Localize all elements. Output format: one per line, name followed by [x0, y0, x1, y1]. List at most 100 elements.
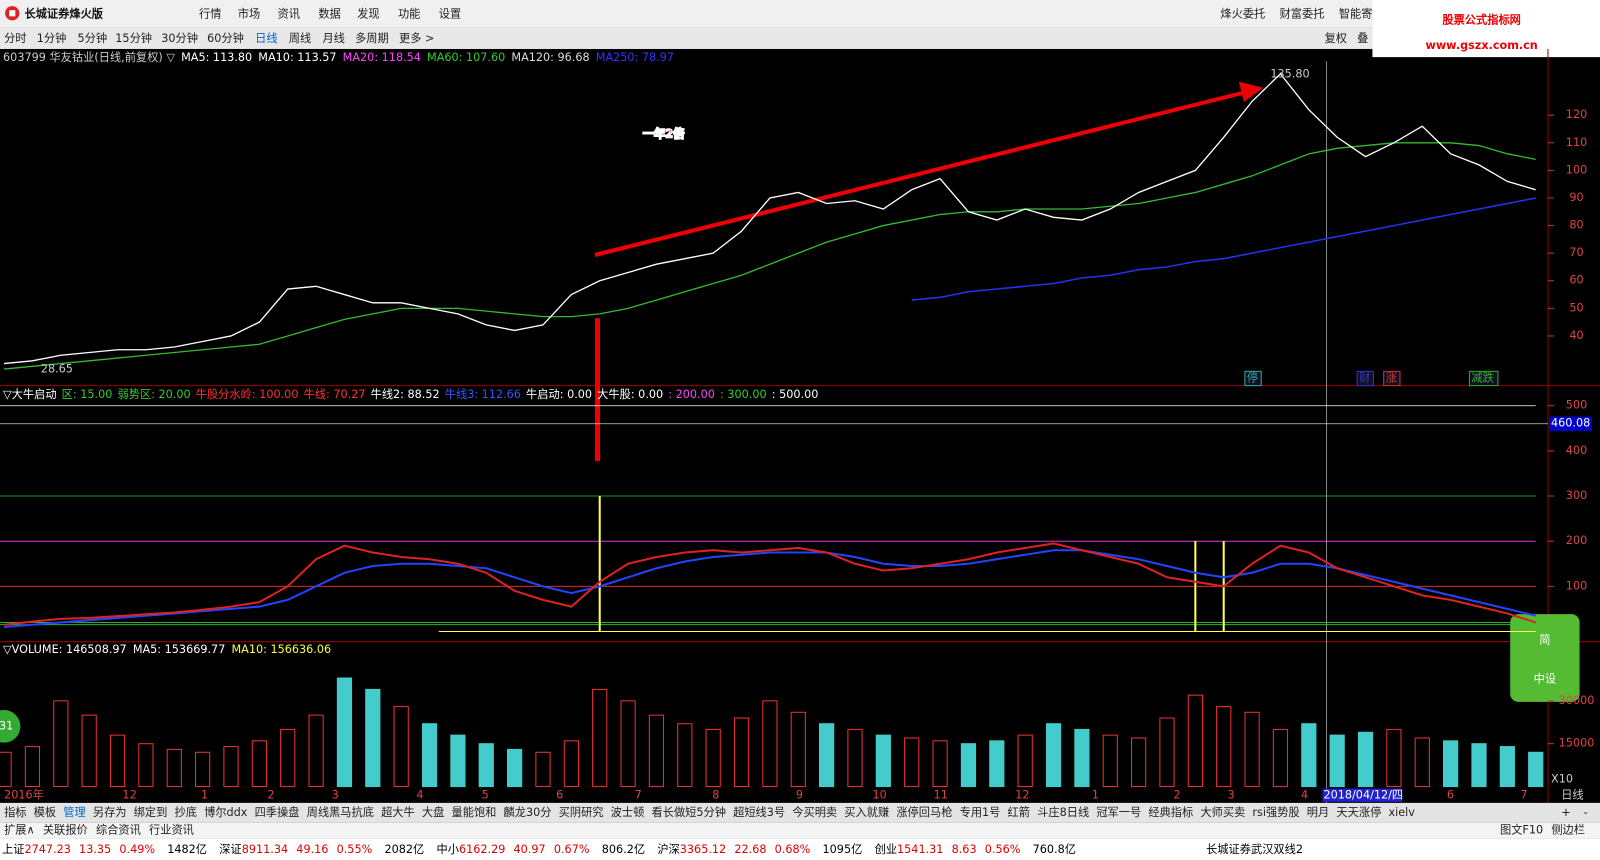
quote-pct: 0.67%: [554, 843, 590, 856]
volume-bar: [138, 743, 154, 788]
period-tab[interactable]: 月线: [322, 31, 344, 45]
y-tick-label: 120: [1566, 108, 1587, 121]
indicator-value: 112.66: [482, 388, 521, 401]
sub-tab[interactable]: 扩展∧: [4, 822, 35, 836]
volume-bar: [677, 723, 693, 788]
tab[interactable]: 买阴研究: [559, 805, 604, 819]
x-label: 2: [1173, 789, 1180, 802]
menu-item[interactable]: 设置: [439, 7, 461, 20]
tab[interactable]: 麟龙30分: [504, 805, 552, 819]
top-link[interactable]: 财富委托: [1280, 6, 1325, 20]
float-button-line: 中设: [1534, 672, 1556, 685]
quote-pct: 0.49%: [119, 843, 155, 856]
menu-item[interactable]: 数据: [318, 6, 340, 20]
indicator-label: :: [668, 388, 675, 401]
sub-tab-right[interactable]: 侧边栏: [1551, 822, 1585, 836]
period-tab[interactable]: 多周期: [355, 31, 389, 45]
quote-name: 沪深: [657, 842, 679, 856]
period-tab[interactable]: 30分钟: [161, 31, 198, 45]
tab[interactable]: 指标: [4, 805, 26, 819]
sub-tab[interactable]: 行业资讯: [149, 823, 194, 836]
arrow-head: [1238, 81, 1264, 103]
tab-add[interactable]: +: [1561, 806, 1570, 819]
sub-tab-bar: [0, 822, 1600, 839]
volume-bar: [1102, 734, 1118, 788]
tab[interactable]: 冠军一号: [1096, 806, 1141, 819]
line-blue: [4, 549, 1536, 628]
period-tab[interactable]: 周线: [289, 31, 311, 45]
y-tick-label: 90: [1569, 191, 1583, 204]
tab[interactable]: 明月: [1307, 806, 1329, 819]
tab[interactable]: xielv: [1388, 806, 1415, 819]
volume-bar: [1386, 728, 1402, 788]
volume-bar: [1528, 751, 1544, 788]
tab[interactable]: rsi强势股: [1252, 806, 1299, 819]
volume-bar: [535, 751, 551, 788]
tab[interactable]: 周线黑马抗底: [307, 805, 374, 819]
period-tab[interactable]: 更多 >: [399, 31, 434, 45]
volume-header-row: ▽VOLUME: 146508.97 MA5: 153669.77 MA10: 15…: [3, 643, 331, 656]
period-tab[interactable]: 1分钟: [37, 31, 67, 45]
menu-item[interactable]: 发现: [357, 6, 379, 20]
period-tab[interactable]: 60分钟: [207, 31, 244, 45]
tab[interactable]: 红箭: [1008, 805, 1030, 819]
volume-bar: [421, 723, 438, 788]
tab[interactable]: 大盘: [422, 805, 444, 819]
top-link[interactable]: 智能寄: [1339, 6, 1373, 20]
annotation: 一年2倍: [643, 127, 684, 141]
tab[interactable]: 模板: [34, 805, 56, 819]
tab[interactable]: 涨停回马枪: [896, 805, 952, 819]
tab[interactable]: 斗庄8日线: [1037, 805, 1089, 819]
period-option[interactable]: 叠: [1357, 32, 1368, 45]
tab[interactable]: 专用1号: [960, 805, 1001, 819]
y-tick-label: 70: [1569, 246, 1583, 259]
top-link[interactable]: 烽火委托: [1220, 6, 1265, 20]
x-label: 10: [872, 789, 886, 802]
menu-item[interactable]: 资讯: [278, 7, 300, 20]
tab[interactable]: 超大牛: [381, 805, 415, 819]
menu-item[interactable]: 行情: [199, 7, 221, 20]
period-tab[interactable]: 5分钟: [78, 31, 108, 45]
tab[interactable]: 量能饱和: [452, 805, 497, 819]
tab[interactable]: 博尔ddx: [204, 806, 248, 819]
float-button[interactable]: [1510, 614, 1580, 702]
indicator-value: 300.00: [727, 388, 766, 401]
quote-name: 深证: [219, 842, 241, 856]
price-header: MA5: 113.80: [181, 51, 252, 64]
quote-change: 13.35: [79, 843, 111, 856]
y-tick-label: 400: [1566, 444, 1587, 457]
sub-tab-right[interactable]: 图文F10: [1500, 822, 1543, 836]
volume-bar: [1187, 694, 1203, 788]
volume-bar: [1301, 723, 1317, 788]
tab[interactable]: 天天涨停: [1336, 805, 1381, 819]
menu-item[interactable]: 市场: [238, 6, 260, 20]
tab[interactable]: 绑定到: [134, 805, 168, 819]
period-option[interactable]: 复权: [1324, 31, 1346, 45]
sub-tab[interactable]: 综合资讯: [96, 822, 141, 836]
volume-bar: [109, 734, 126, 788]
tab[interactable]: 另存为: [93, 805, 127, 819]
low-label: 28.65: [41, 362, 73, 375]
sub-tab[interactable]: 关联报价: [43, 822, 88, 836]
tab[interactable]: 抄底: [175, 805, 197, 819]
volume-bar: [81, 714, 97, 788]
tab[interactable]: 买入就赚: [844, 805, 889, 819]
x-label: 2: [267, 789, 274, 802]
y-tick-label: 100: [1566, 579, 1587, 592]
period-tab[interactable]: 日线: [255, 31, 277, 45]
y-tick-label: 80: [1569, 219, 1583, 232]
period-tab[interactable]: 15分钟: [115, 31, 152, 45]
period-tab[interactable]: 分时: [4, 32, 26, 45]
tab[interactable]: 超短线3号: [733, 805, 785, 819]
x-label: 3: [332, 789, 339, 802]
tab[interactable]: 四季操盘: [255, 805, 300, 819]
tab[interactable]: 今买明卖: [792, 805, 837, 819]
status-row: 上证2747.23 13.35 0.49% 1482亿 深证8911.34 49.16 0.…: [2, 842, 1076, 856]
menu-item[interactable]: 功能: [398, 6, 420, 20]
tab[interactable]: 管理: [63, 805, 85, 819]
tab[interactable]: 大师买卖: [1200, 805, 1245, 819]
tab[interactable]: 经典指标: [1148, 805, 1193, 819]
tab[interactable]: 看长做短5分钟: [652, 805, 726, 819]
tab-remove[interactable]: -: [1584, 806, 1588, 819]
tab[interactable]: 波士顿: [611, 805, 645, 819]
